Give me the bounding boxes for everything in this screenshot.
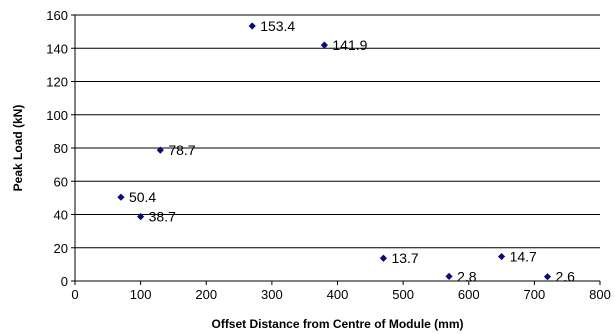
y-axis-title: Peak Load (kN) bbox=[11, 105, 25, 192]
data-label: 38.7 bbox=[149, 209, 176, 225]
x-tick-label: 0 bbox=[71, 287, 78, 302]
x-tick-label: 400 bbox=[327, 287, 349, 302]
data-labels: 50.4 38.7 78.7 153.4 141.9 13.7 2.8 14.7 2.6 bbox=[129, 18, 575, 285]
data-point bbox=[543, 273, 552, 281]
data-label: 13.7 bbox=[391, 250, 418, 266]
x-tick-label: 700 bbox=[524, 287, 546, 302]
data-points bbox=[117, 22, 552, 281]
y-tick-label: 140 bbox=[46, 41, 68, 56]
data-label: 78.7 bbox=[168, 142, 195, 158]
y-tick-labels: 0 20 40 60 80 100 120 140 160 bbox=[46, 8, 68, 289]
x-tick-label: 300 bbox=[261, 287, 283, 302]
y-tick-label: 160 bbox=[46, 8, 68, 23]
data-point bbox=[320, 41, 328, 49]
y-tick-label: 0 bbox=[61, 274, 68, 289]
data-label: 50.4 bbox=[129, 189, 156, 205]
x-tick-label: 200 bbox=[195, 287, 217, 302]
x-tick-label: 600 bbox=[458, 287, 480, 302]
data-label: 14.7 bbox=[510, 249, 537, 265]
data-label: 2.6 bbox=[556, 269, 576, 285]
gridlines bbox=[75, 14, 600, 249]
y-tick-label: 60 bbox=[54, 174, 68, 189]
data-point bbox=[445, 272, 453, 280]
data-point bbox=[248, 22, 256, 30]
x-axis-title: Offset Distance from Centre of Module (m… bbox=[211, 317, 463, 331]
y-tick-label: 20 bbox=[54, 241, 68, 256]
axes bbox=[71, 14, 601, 285]
data-point bbox=[137, 213, 145, 221]
data-point bbox=[497, 252, 506, 261]
x-tick-label: 800 bbox=[589, 287, 611, 302]
data-point bbox=[379, 254, 388, 262]
data-point bbox=[117, 193, 125, 201]
data-label: 141.9 bbox=[332, 37, 367, 53]
data-point bbox=[156, 146, 164, 154]
data-label: 153.4 bbox=[260, 18, 295, 34]
x-tick-label: 500 bbox=[392, 287, 414, 302]
y-tick-label: 40 bbox=[54, 208, 68, 223]
y-tick-label: 120 bbox=[46, 75, 68, 90]
y-tick-label: 80 bbox=[54, 141, 68, 156]
y-tick-label: 100 bbox=[46, 108, 68, 123]
x-tick-labels: 0 100 200 300 400 500 600 700 800 bbox=[71, 287, 610, 302]
data-label: 2.8 bbox=[457, 268, 477, 284]
x-tick-label: 100 bbox=[130, 287, 152, 302]
